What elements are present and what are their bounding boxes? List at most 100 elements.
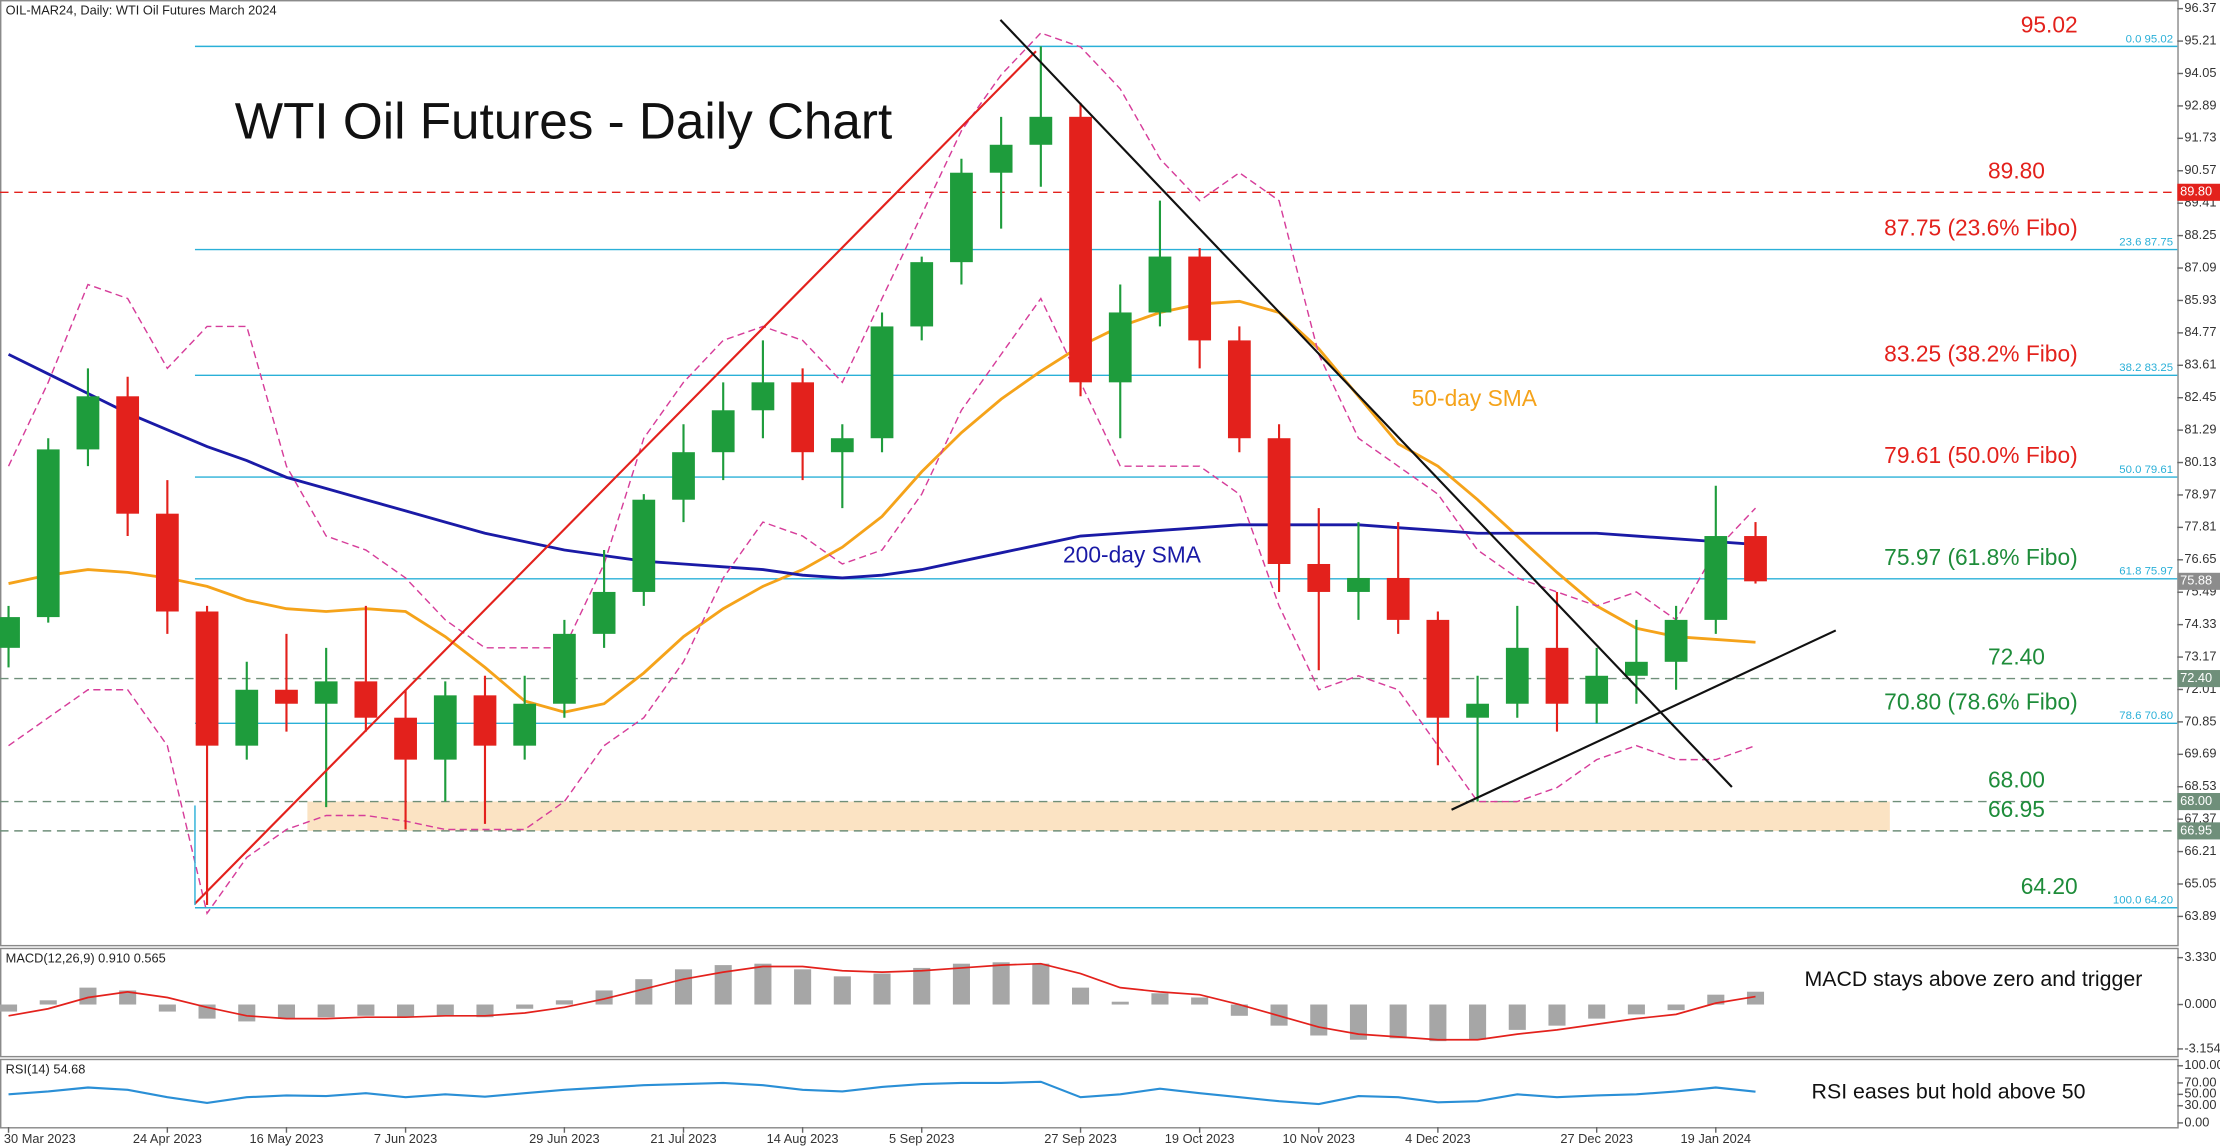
y-tick-label: 30.00 xyxy=(2184,1097,2216,1112)
macd-bar xyxy=(1389,1004,1407,1039)
candle-body xyxy=(1148,256,1172,313)
y-tick-label: 92.89 xyxy=(2184,97,2216,112)
macd-bar xyxy=(516,1004,534,1009)
candle-body xyxy=(235,689,259,746)
level-label: 89.80 xyxy=(1988,157,2045,183)
macd-title: MACD(12,26,9) 0.910 0.565 xyxy=(6,951,166,966)
y-tick-label: 81.29 xyxy=(2184,421,2216,436)
macd-bar xyxy=(119,990,137,1005)
fibo-label: 61.8 75.97 xyxy=(2119,566,2173,578)
candle-body xyxy=(195,611,219,746)
y-tick-label: 68.53 xyxy=(2184,778,2216,793)
y-tick-label: 50.00 xyxy=(2184,1086,2216,1101)
macd-bar xyxy=(476,1004,494,1018)
macd-bar xyxy=(674,969,693,1005)
y-tick-label: 80.13 xyxy=(2184,454,2216,469)
rsi-panel xyxy=(0,1058,2179,1129)
macd-bar xyxy=(1429,1004,1447,1042)
macd-bar xyxy=(1548,1004,1566,1026)
y-tick-label: 96.37 xyxy=(2184,0,2216,15)
y-tick-label: 0.000 xyxy=(2184,996,2216,1011)
y-tick-label: 100.00 xyxy=(2184,1057,2220,1072)
y-tick-label: 87.09 xyxy=(2184,259,2216,274)
macd-bar xyxy=(317,1004,335,1018)
macd-bar xyxy=(754,963,772,1005)
price-box xyxy=(2177,670,2220,688)
candle-body xyxy=(155,513,179,612)
y-tick-label: 90.57 xyxy=(2184,162,2216,177)
macd-bar xyxy=(436,1004,454,1016)
candle-body xyxy=(870,326,894,439)
x-tick-label: 10 Nov 2023 xyxy=(1282,1131,1355,1146)
candle-body xyxy=(1704,536,1728,620)
uptrend-line xyxy=(194,50,1037,905)
support-line xyxy=(1451,629,1837,811)
level-label: 95.02 xyxy=(2021,11,2078,37)
fibo-label: 50.0 79.61 xyxy=(2119,464,2173,476)
overlays-layer xyxy=(7,32,1757,916)
x-tick-label: 21 Jul 2023 xyxy=(650,1131,716,1146)
x-tick-label: 14 Aug 2023 xyxy=(767,1131,839,1146)
x-tick-label: 24 Apr 2023 xyxy=(133,1131,202,1146)
macd-annotation: MACD stays above zero and trigger xyxy=(1804,967,2142,991)
macd-bar xyxy=(1707,994,1725,1005)
y-tick-label: 3.330 xyxy=(2184,949,2216,964)
macd-bar xyxy=(1667,1004,1685,1011)
macd-bar xyxy=(238,1004,256,1022)
x-tick-label: 4 Dec 2023 xyxy=(1405,1131,1470,1146)
sma200-label: 200-day SMA xyxy=(1063,541,1202,567)
y-tick-label: 67.37 xyxy=(2184,811,2216,826)
candle-body xyxy=(989,144,1013,173)
candle-body xyxy=(1386,577,1410,620)
fibo-label: 0.0 95.02 xyxy=(2126,33,2173,45)
level-label: 66.95 xyxy=(1988,796,2045,822)
candle-body xyxy=(354,681,378,718)
rsi-title: RSI(14) 54.68 xyxy=(6,1062,86,1077)
macd-bar xyxy=(0,1004,18,1012)
macd-bar xyxy=(635,979,653,1005)
y-tick-label: 88.25 xyxy=(2184,227,2216,242)
macd-bar xyxy=(833,976,851,1005)
level-label: 83.25 (38.2% Fibo) xyxy=(1884,340,2078,366)
macd-bar xyxy=(1310,1004,1328,1036)
level-label: 79.61 (50.0% Fibo) xyxy=(1884,442,2078,468)
x-tick-label: 19 Jan 2024 xyxy=(1681,1131,1751,1146)
rsi-line xyxy=(8,1080,1756,1106)
y-tick-label: 78.97 xyxy=(2184,486,2216,501)
macd-bar xyxy=(1111,1001,1129,1005)
price-box xyxy=(2177,822,2220,840)
level-label: 75.97 (61.8% Fibo) xyxy=(1884,544,2078,570)
x-tick-label: 29 Jun 2023 xyxy=(529,1131,599,1146)
macd-bar xyxy=(1032,963,1050,1005)
macd-bar xyxy=(1508,1004,1526,1030)
last-price-label: 75.88 xyxy=(2180,573,2212,588)
y-tick-label: 65.05 xyxy=(2184,875,2216,890)
candle-body xyxy=(1029,116,1053,145)
y-tick-label: 70.85 xyxy=(2184,713,2216,728)
header: OIL-MAR24, Daily: WTI Oil Futures March … xyxy=(6,3,277,18)
y-tick-label: 95.21 xyxy=(2184,32,2216,47)
candle-body xyxy=(711,410,735,453)
sma-line xyxy=(8,299,1756,714)
last-price-box xyxy=(2177,572,2220,590)
candle-body xyxy=(1426,619,1450,718)
candle-body xyxy=(1466,703,1489,718)
y-tick-label: 74.33 xyxy=(2184,616,2216,631)
macd-bar xyxy=(277,1004,296,1019)
candle-body xyxy=(473,695,497,746)
sma-line xyxy=(7,353,1756,580)
price-box xyxy=(2177,793,2220,811)
candle-body xyxy=(1625,661,1648,676)
levels-layer: 95.02 0.0 95.02 89.80 87.75 (23.6% Fibo) 23.… xyxy=(0,11,2178,909)
x-tick-label: 27 Dec 2023 xyxy=(1560,1131,1633,1146)
y-tick-label: 69.69 xyxy=(2184,746,2216,761)
y-tick-label: 63.89 xyxy=(2184,908,2216,923)
candle-body xyxy=(433,695,457,760)
y-tick-label: 85.93 xyxy=(2184,292,2216,307)
sma50-label: 50-day SMA xyxy=(1412,385,1538,411)
candle-body xyxy=(1267,438,1291,564)
price-box-label: 89.80 xyxy=(2180,184,2212,199)
macd-bar xyxy=(873,973,891,1005)
x-tick-label: 7 Jun 2023 xyxy=(374,1131,437,1146)
